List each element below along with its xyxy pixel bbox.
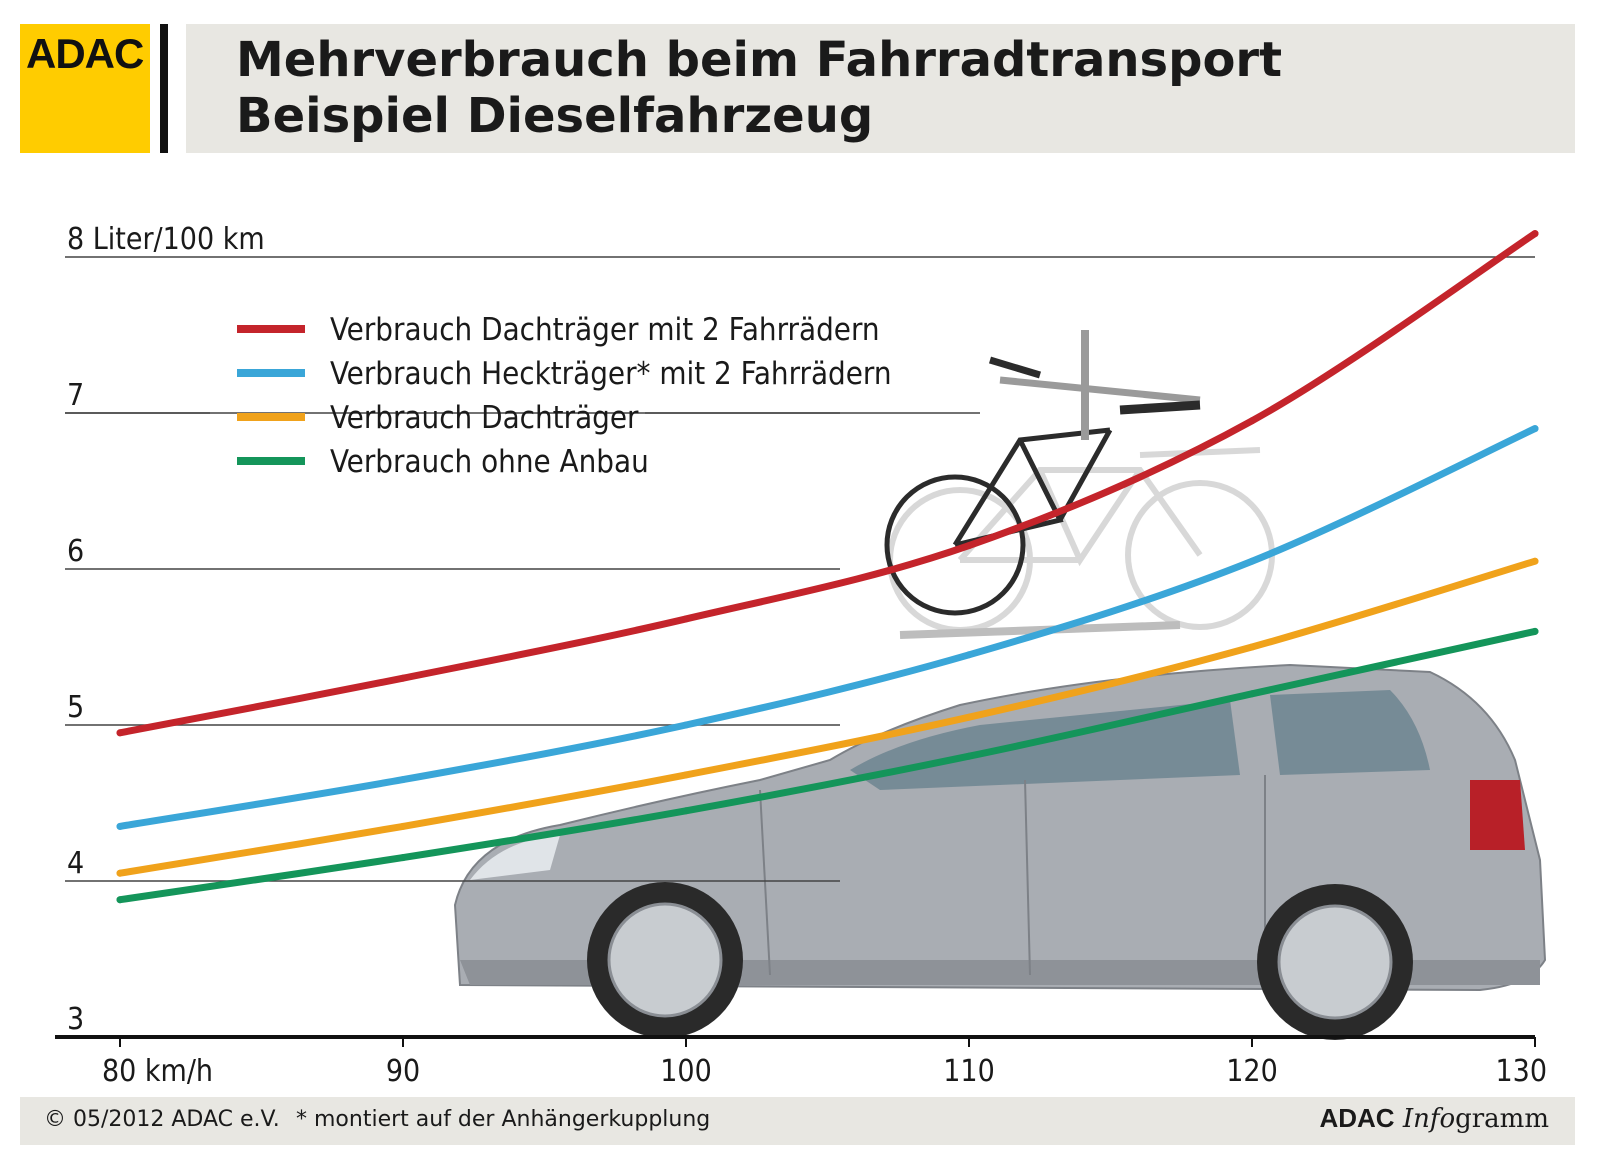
data-point-1-2 [682, 721, 690, 729]
y-tick-label-5: 5 [67, 690, 84, 725]
series-line-3 [116, 627, 1539, 904]
data-point-2-3 [965, 713, 973, 721]
series-line-1 [116, 425, 1539, 830]
header-divider [160, 24, 168, 153]
y-tick-label-7: 7 [67, 378, 84, 413]
header: ADAC Mehrverbrauch beim Fahrradtransport… [20, 24, 1575, 153]
car-headlight [470, 835, 560, 880]
brand-gramm: gramm [1455, 1104, 1549, 1134]
copyright-note: © 05/2012 ADAC e.V. [44, 1107, 280, 1132]
data-point-3-2 [682, 807, 690, 815]
data-point-3-4 [1248, 690, 1256, 698]
data-point-2-1 [399, 822, 407, 830]
data-point-3-1 [399, 854, 407, 862]
x-tick-label-130: 130 [1495, 1054, 1547, 1089]
data-point-3-3 [965, 752, 973, 760]
front-rim [607, 902, 723, 1018]
car-taillight [1470, 780, 1525, 850]
legend-label-1: Verbrauch Heckträger* mit 2 Fahrrädern [330, 356, 892, 392]
brand-adac: ADAC [1319, 1103, 1395, 1133]
data-point-2-2 [682, 771, 690, 779]
x-tick-label-100: 100 [660, 1054, 712, 1089]
y-tick-label-8: 8 Liter/100 km [67, 222, 265, 257]
data-point-1-5 [1531, 425, 1539, 433]
infogramm-brand: ADAC Infogramm [1319, 1103, 1549, 1134]
rear-rim [1277, 904, 1393, 1020]
logo-text: ADAC [26, 30, 144, 77]
x-tick-label-120: 120 [1226, 1054, 1278, 1089]
data-point-1-0 [116, 822, 124, 830]
data-point-0-4 [1248, 417, 1256, 425]
brand-info: Info [1402, 1104, 1456, 1134]
data-point-2-5 [1531, 557, 1539, 565]
series-line-2 [116, 557, 1539, 877]
page-subtitle: Beispiel Dieselfahrzeug [236, 88, 874, 144]
legend-label-0: Verbrauch Dachträger mit 2 Fahrrädern [330, 312, 880, 348]
data-point-0-3 [965, 542, 973, 550]
x-tick-label-90: 90 [386, 1054, 420, 1089]
data-point-1-4 [1248, 557, 1256, 565]
car-windows [850, 690, 1430, 790]
data-point-0-2 [682, 615, 690, 623]
y-tick-label-6: 6 [67, 534, 84, 569]
page-title: Mehrverbrauch beim Fahrradtransport [236, 32, 1283, 88]
data-point-2-0 [116, 869, 124, 877]
data-point-0-1 [399, 674, 407, 682]
footer: © 05/2012 ADAC e.V. * montiert auf der A… [20, 1097, 1575, 1145]
car-illustration [453, 330, 1547, 1040]
car-body [453, 663, 1547, 992]
data-point-0-5 [1531, 230, 1539, 238]
y-tick-label-3: 3 [67, 1002, 84, 1037]
x-tick-label-110: 110 [943, 1054, 995, 1089]
footnote: * montiert auf der Anhängerkupplung [296, 1107, 711, 1132]
data-point-1-3 [965, 651, 973, 659]
legend-label-3: Verbrauch ohne Anbau [330, 444, 649, 480]
data-point-2-4 [1248, 643, 1256, 651]
series-line-0 [116, 230, 1539, 737]
x-tick-label-80: 80 km/h [102, 1054, 213, 1089]
data-point-1-1 [399, 776, 407, 784]
title-panel: Mehrverbrauch beim Fahrradtransport Beis… [186, 24, 1575, 153]
roof-rack [899, 621, 1181, 639]
y-tick-label-4: 4 [67, 846, 84, 881]
data-point-0-0 [116, 729, 124, 737]
data-point-3-5 [1531, 627, 1539, 635]
adac-logo: ADAC [20, 24, 150, 153]
legend-label-2: Verbrauch Dachträger [330, 400, 639, 436]
roof-bicycle-illustration [884, 330, 1201, 616]
data-point-3-0 [116, 896, 124, 904]
